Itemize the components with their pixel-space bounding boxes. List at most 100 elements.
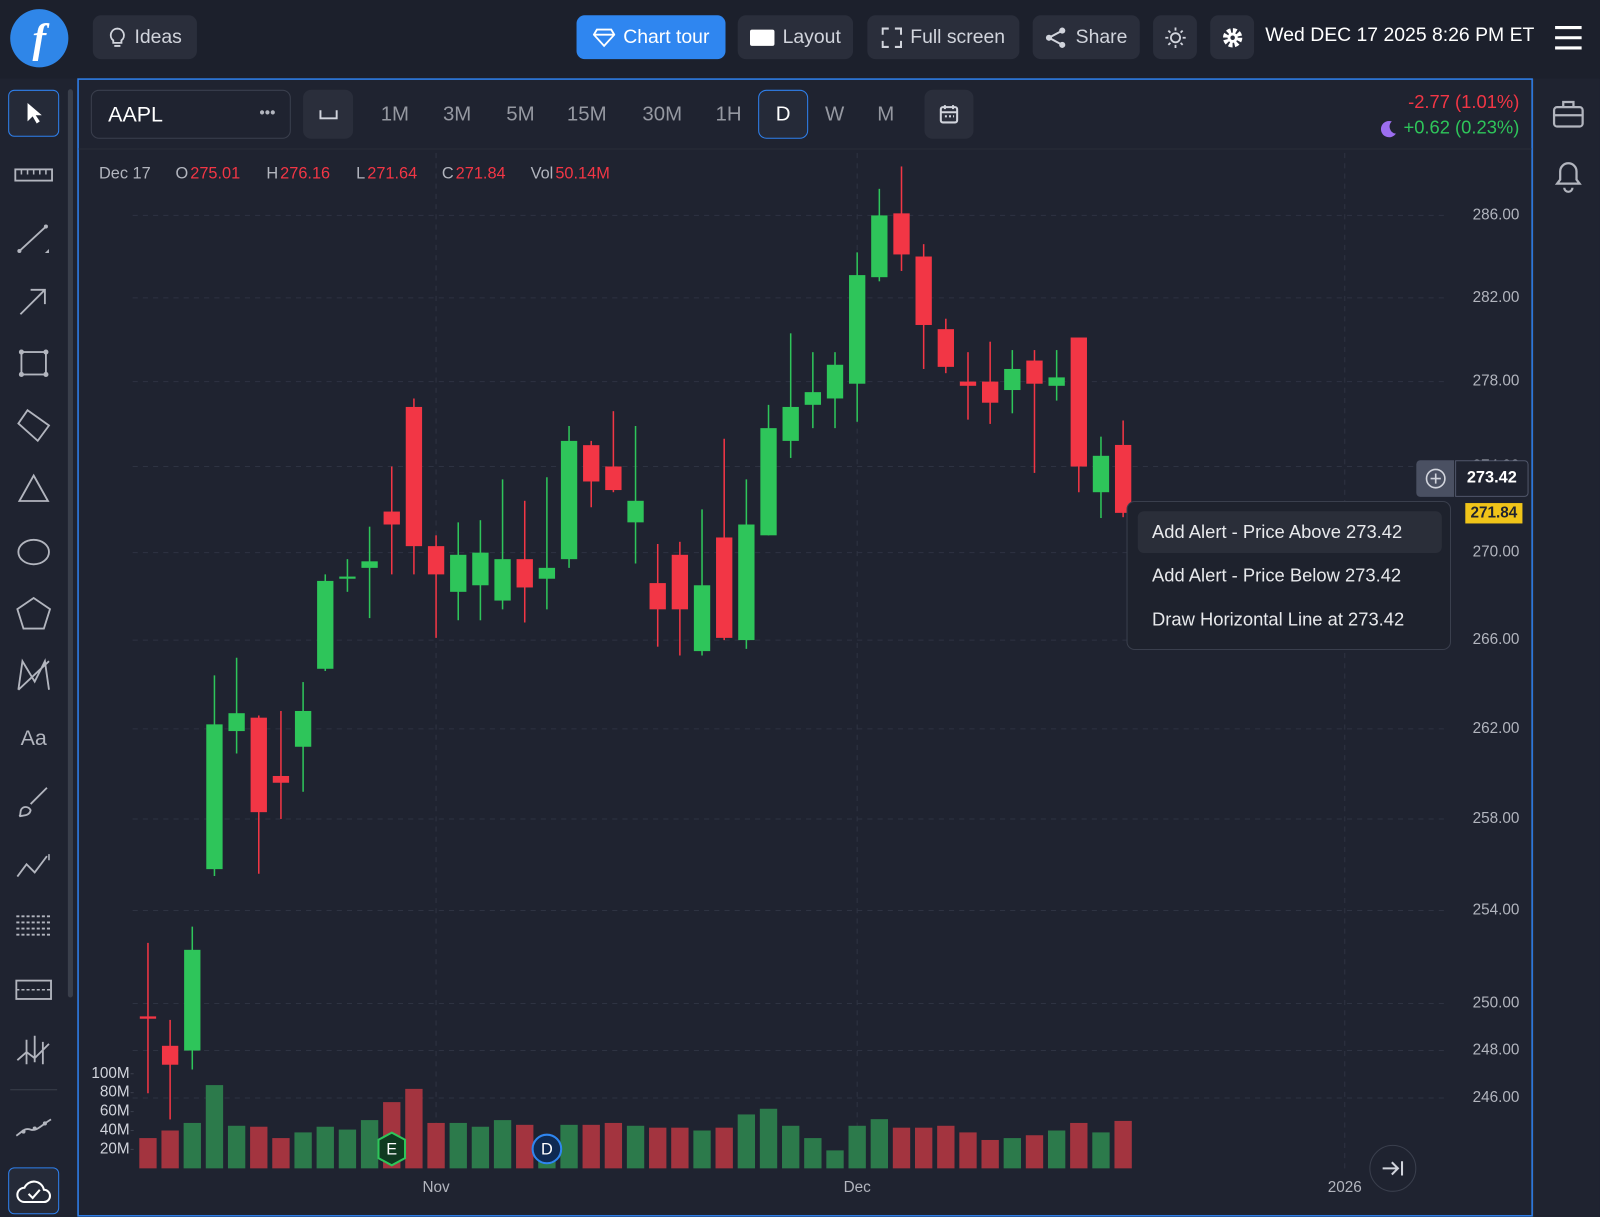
rotated-rect-icon <box>17 408 51 443</box>
menu-button[interactable] <box>1553 24 1584 51</box>
x-tick-label: Dec <box>844 1179 872 1196</box>
symbol: AAPL <box>108 103 163 127</box>
volume-bar <box>848 1125 866 1169</box>
triangle-icon <box>17 473 50 502</box>
menu-item[interactable]: Add Alert - Price Above 273.42 <box>1137 511 1442 554</box>
cursor-tool[interactable] <box>8 89 60 137</box>
layout-button[interactable]: Layout <box>737 15 854 60</box>
timeframe-button[interactable]: W <box>825 102 845 125</box>
candle-body <box>405 406 423 547</box>
volume-bar <box>892 1127 911 1169</box>
chart-type-button[interactable] <box>303 89 354 139</box>
event-label: D <box>541 1140 553 1158</box>
polygon-tool[interactable] <box>8 590 59 637</box>
y-tick-label: 262.00 <box>1473 720 1520 737</box>
context-menu: Add Alert - Price Above 273.42 Add Alert … <box>1126 501 1452 650</box>
timeframe-button[interactable]: 1M <box>380 102 410 125</box>
volume-bars <box>139 1085 1132 1169</box>
volume-bar <box>804 1138 822 1169</box>
portfolio-button[interactable] <box>1552 99 1585 130</box>
event-badge <box>377 1131 407 1167</box>
settings-button[interactable] <box>1210 15 1255 60</box>
candle-body <box>716 537 733 638</box>
full-screen-button[interactable]: Full screen <box>867 15 1020 60</box>
add-alert-button[interactable] <box>1416 460 1455 498</box>
timeframe-button[interactable]: 3M <box>442 102 472 125</box>
candle-body <box>893 213 910 255</box>
volume-bar <box>316 1126 334 1169</box>
volume-bar <box>139 1138 157 1169</box>
volume-bar <box>205 1085 224 1169</box>
menu-item[interactable]: Add Alert - Price Below 273.42 <box>1152 565 1402 586</box>
symbol-box[interactable]: AAPL ••• <box>90 89 291 139</box>
triangle-tool[interactable] <box>8 465 59 512</box>
smoothing-icon <box>15 1118 52 1137</box>
share-button[interactable]: Share <box>1032 15 1140 60</box>
cloud-save-tool[interactable] <box>8 1167 60 1215</box>
chart-tour-button[interactable]: Chart tour <box>576 15 726 60</box>
range-tool[interactable] <box>8 965 59 1012</box>
text-tool[interactable]: Aa <box>20 726 47 750</box>
scroll-to-latest[interactable] <box>1369 1144 1417 1192</box>
timeframe-button[interactable]: M <box>877 102 895 125</box>
after-hours: +0.62 (0.23%) <box>1379 117 1519 138</box>
candles <box>139 166 1132 1120</box>
candle-body <box>804 392 822 405</box>
candle-body <box>871 215 888 278</box>
logo[interactable]: f <box>10 9 69 68</box>
forecast-icon <box>16 854 50 878</box>
rotated-rect-tool[interactable] <box>8 402 59 449</box>
volume-bar <box>427 1122 445 1169</box>
legend-value: 271.84 <box>455 165 506 183</box>
cloud-icon <box>16 1180 52 1204</box>
volume-bar <box>560 1124 578 1169</box>
rectangle-tool[interactable] <box>8 340 59 387</box>
timeframe-button[interactable]: 1H <box>715 102 742 125</box>
timeframe-button[interactable]: D <box>758 89 809 139</box>
ellipse-icon <box>17 538 50 566</box>
timeframe-button[interactable]: 15M <box>566 102 607 125</box>
bulb-icon <box>109 27 125 47</box>
legend-date: Dec 17 <box>98 165 151 183</box>
indicator-tool[interactable] <box>8 1028 59 1075</box>
theme-button[interactable] <box>1153 15 1197 60</box>
fib-icon <box>16 915 52 936</box>
candle-body <box>494 559 511 601</box>
plus-icon <box>1425 468 1446 489</box>
volume-tick-label: 20M <box>100 1140 130 1157</box>
y-tick-label: 270.00 <box>1473 544 1520 561</box>
date-range-button[interactable] <box>924 89 974 139</box>
forecast-tool[interactable] <box>8 842 59 889</box>
polygon-icon <box>16 596 52 630</box>
timeframe-button[interactable]: 5M <box>506 102 535 125</box>
legend-value: 276.16 <box>280 165 331 183</box>
volume-tick-label: 100M <box>91 1065 129 1082</box>
moon-icon <box>1381 120 1397 137</box>
ruler-tool[interactable] <box>8 151 59 198</box>
ellipse-tool[interactable] <box>8 529 59 576</box>
candle-body <box>383 511 400 525</box>
candle-body <box>738 524 755 641</box>
alerts-button[interactable] <box>1554 160 1583 193</box>
ideas-button[interactable]: Ideas <box>92 15 197 60</box>
y-tick-label: 278.00 <box>1473 373 1520 390</box>
candle-body <box>272 775 290 783</box>
candle-body <box>538 567 556 579</box>
brush-tool[interactable] <box>8 779 59 826</box>
y-tick-label: 286.00 <box>1473 206 1520 223</box>
x-tick-label: Nov <box>422 1179 450 1196</box>
diamond-icon <box>592 28 616 47</box>
trendline-tool[interactable] <box>8 215 59 262</box>
pattern-tool[interactable] <box>8 652 59 699</box>
menu-item[interactable]: Draw Horizontal Line at 273.42 <box>1152 609 1405 630</box>
smoothing-tool[interactable] <box>8 1104 59 1151</box>
brush-icon <box>18 787 48 818</box>
timeframe-button[interactable]: 30M <box>642 102 683 125</box>
volume-bar <box>471 1126 490 1169</box>
fib-tool[interactable] <box>8 903 59 950</box>
candle-body <box>627 500 644 523</box>
arrow-tool[interactable] <box>8 278 59 325</box>
volume-bar <box>493 1120 512 1169</box>
symbol-menu[interactable]: ••• <box>259 104 276 122</box>
